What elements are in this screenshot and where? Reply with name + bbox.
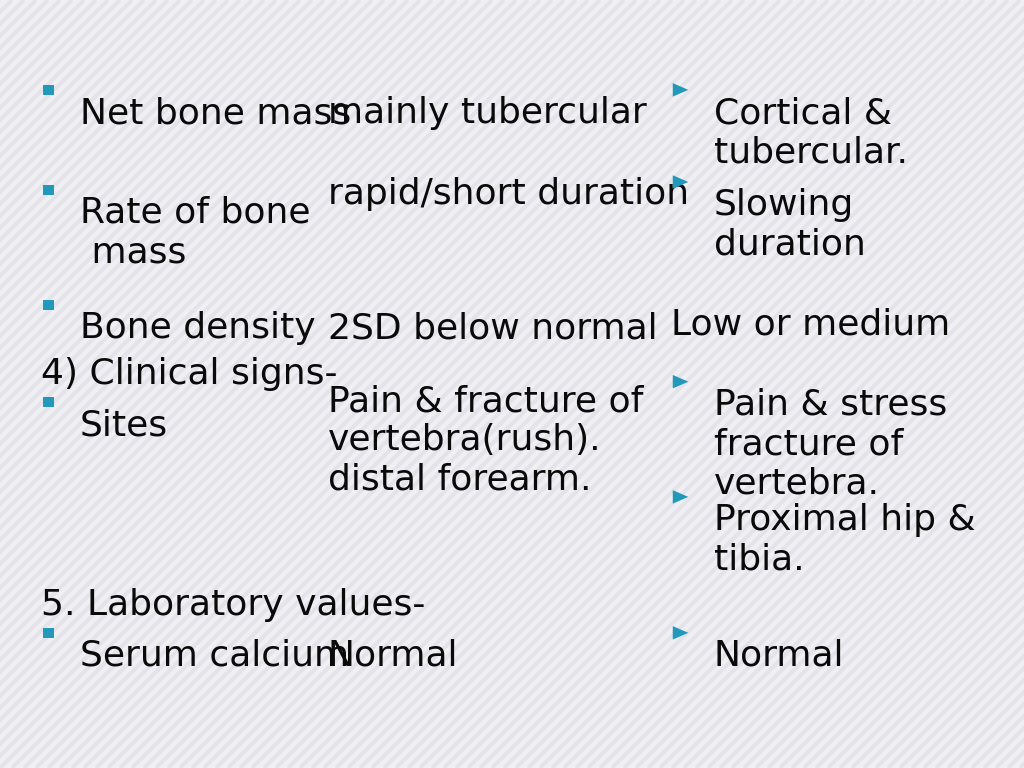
- Text: Normal: Normal: [714, 639, 844, 673]
- Text: Normal: Normal: [328, 639, 458, 673]
- FancyBboxPatch shape: [43, 628, 54, 637]
- Text: 4) Clinical signs-: 4) Clinical signs-: [41, 357, 338, 391]
- Text: Rate of bone
 mass: Rate of bone mass: [80, 196, 310, 270]
- Text: Cortical &
tubercular.: Cortical & tubercular.: [714, 96, 907, 170]
- Text: Pain & stress
fracture of
vertebra.: Pain & stress fracture of vertebra.: [714, 388, 947, 501]
- Text: Pain & fracture of
vertebra(rush).
distal forearm.: Pain & fracture of vertebra(rush). dista…: [328, 384, 643, 497]
- Text: Serum calcium: Serum calcium: [80, 639, 349, 673]
- Polygon shape: [673, 375, 688, 389]
- FancyBboxPatch shape: [43, 398, 54, 407]
- Polygon shape: [673, 626, 688, 640]
- Polygon shape: [673, 490, 688, 504]
- Text: Bone density: Bone density: [80, 311, 315, 345]
- FancyBboxPatch shape: [43, 300, 54, 310]
- Text: Low or medium: Low or medium: [671, 307, 950, 341]
- Text: Net bone mass: Net bone mass: [80, 96, 351, 130]
- FancyBboxPatch shape: [43, 84, 54, 94]
- Text: rapid/short duration: rapid/short duration: [328, 177, 689, 210]
- Text: 5. Laboratory values-: 5. Laboratory values-: [41, 588, 425, 621]
- Text: Sites: Sites: [80, 409, 168, 442]
- Text: mainly tubercular: mainly tubercular: [328, 96, 646, 130]
- Text: 2SD below normal: 2SD below normal: [328, 311, 657, 345]
- Polygon shape: [673, 175, 688, 189]
- FancyBboxPatch shape: [43, 184, 54, 195]
- Text: Slowing
duration: Slowing duration: [714, 188, 865, 262]
- Text: Proximal hip &
tibia.: Proximal hip & tibia.: [714, 503, 975, 577]
- Polygon shape: [673, 83, 688, 97]
